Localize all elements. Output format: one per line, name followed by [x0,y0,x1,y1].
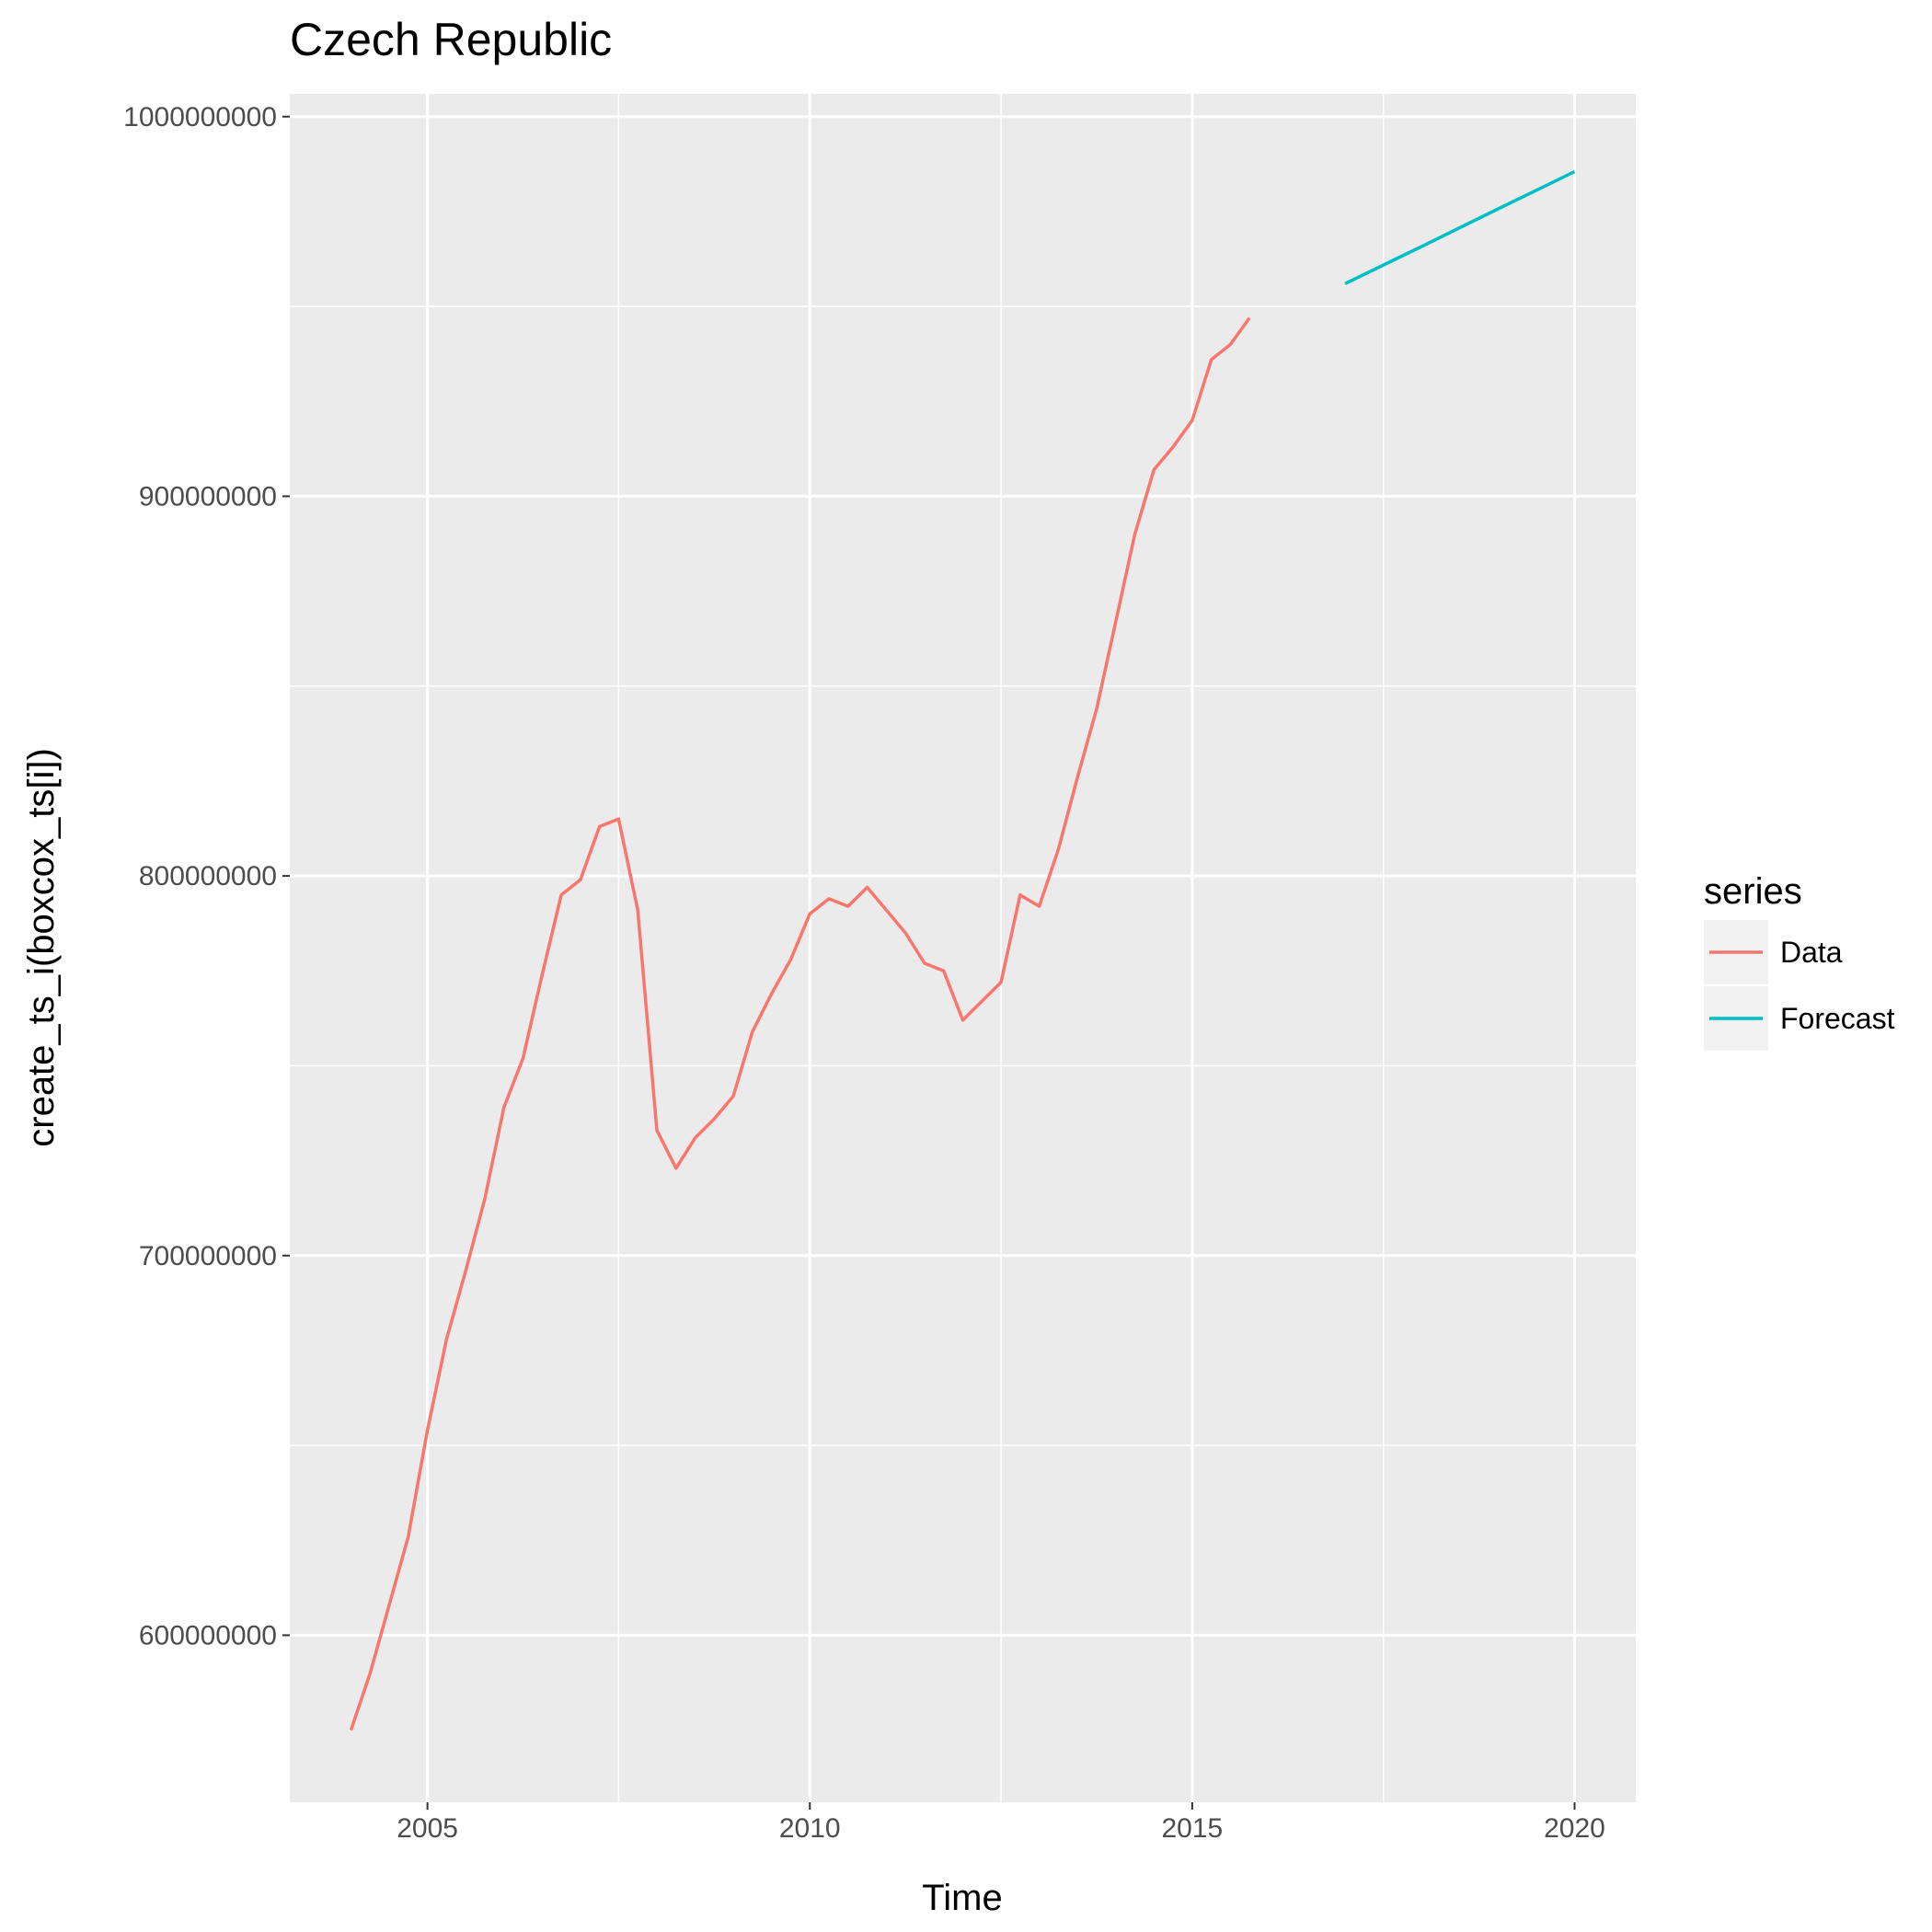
series-line-forecast [1344,170,1576,285]
x-tick-label: 2020 [1544,1813,1605,1844]
y-tick-label: 900000000 [139,481,277,512]
series-line-data [349,316,1251,1731]
legend: series Data Forecast [1704,871,1895,1051]
legend-label-forecast: Forecast [1780,1002,1895,1035]
series-layer [349,170,1576,1731]
x-tick-label: 2010 [779,1813,841,1844]
y-tick-label: 600000000 [139,1620,277,1650]
legend-title: series [1704,871,1802,912]
x-tick-label: 2005 [397,1813,458,1844]
grid-layer [290,94,1636,1802]
chart-title: Czech Republic [290,14,612,65]
legend-label-data: Data [1780,936,1843,969]
y-tick-label: 700000000 [139,1241,277,1271]
x-axis-title: Time [922,1878,1002,1918]
y-tick-label: 800000000 [139,861,277,891]
x-tick-label: 2015 [1162,1813,1224,1844]
y-axis-title: create_ts_i(boxcox_ts[i]) [21,748,62,1147]
legend-entries: Data Forecast [1704,920,1895,1051]
axis-layer: 2005 2010 2015 2020 600000000 700000000 800000… [123,102,1605,1844]
plot-panel [290,94,1636,1802]
y-tick-label: 1000000000 [123,102,277,132]
